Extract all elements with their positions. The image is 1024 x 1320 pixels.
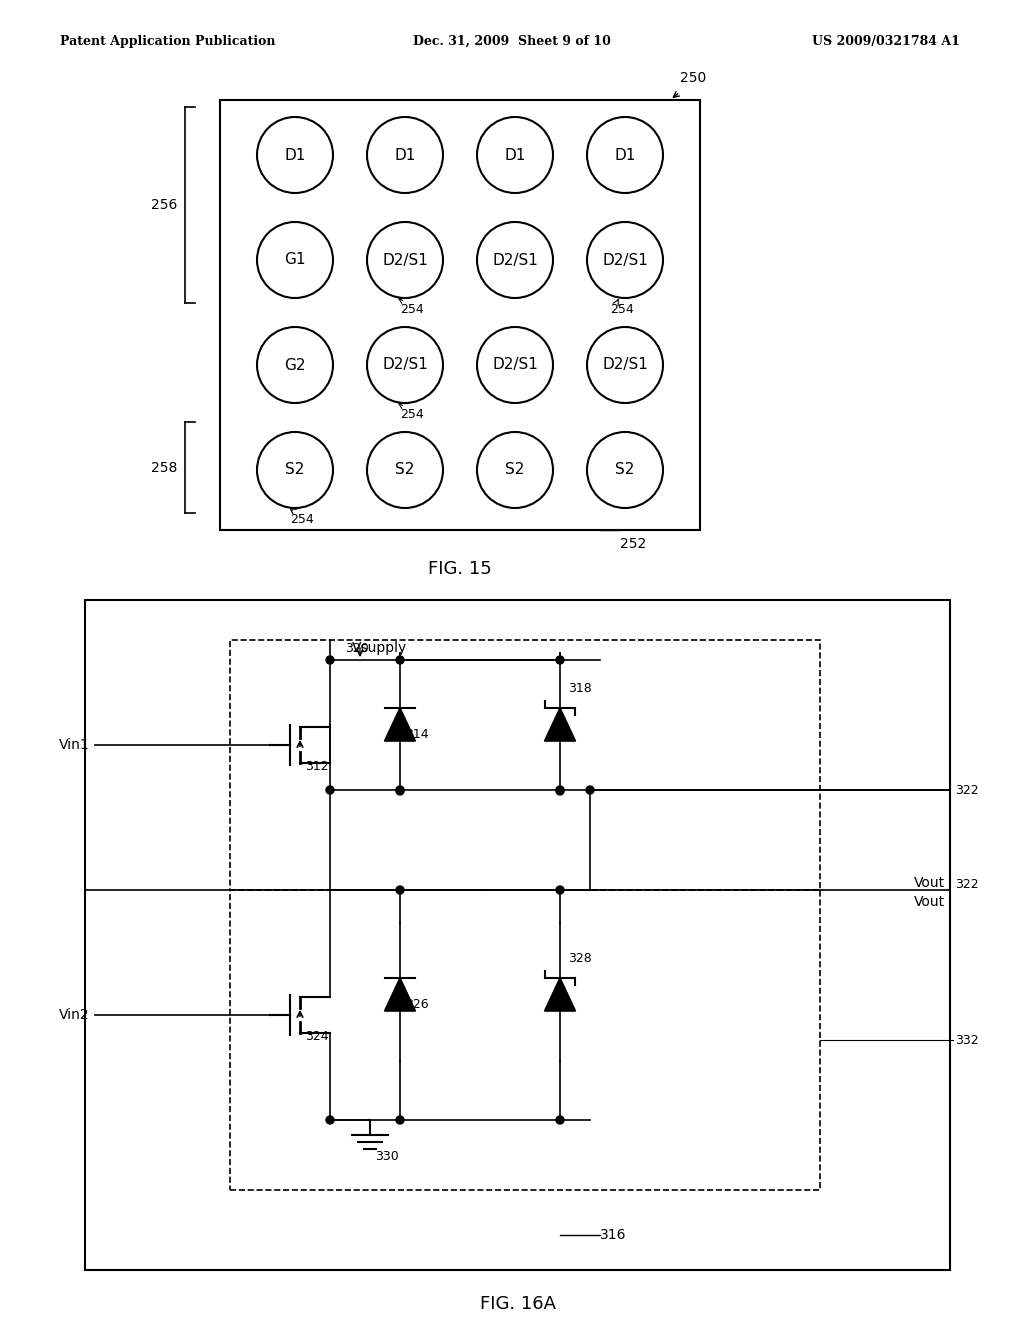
Circle shape: [556, 785, 564, 795]
Text: 322: 322: [955, 879, 979, 891]
Text: FIG. 15: FIG. 15: [428, 560, 492, 578]
Bar: [220, 100, 700, 531]
Text: Patent Application Publication: Patent Application Publication: [60, 36, 275, 48]
Polygon shape: [385, 708, 416, 741]
Text: 258: 258: [151, 461, 177, 474]
Polygon shape: [385, 978, 416, 1011]
Circle shape: [396, 787, 404, 795]
Text: 256: 256: [151, 198, 177, 213]
Text: D1: D1: [614, 148, 636, 162]
Text: 332: 332: [955, 1034, 979, 1047]
Text: D1: D1: [504, 148, 525, 162]
Text: G1: G1: [285, 252, 306, 268]
Circle shape: [326, 1115, 334, 1125]
Text: D2/S1: D2/S1: [382, 252, 428, 268]
Text: 254: 254: [610, 304, 634, 315]
Text: 314: 314: [406, 729, 429, 742]
Text: 312: 312: [305, 760, 329, 774]
Text: 324: 324: [305, 1030, 329, 1043]
Text: FIG. 16A: FIG. 16A: [479, 1295, 555, 1313]
Circle shape: [586, 785, 594, 795]
Text: G2: G2: [285, 358, 306, 372]
Text: 254: 254: [290, 513, 313, 525]
Circle shape: [556, 886, 564, 894]
Text: Vin1: Vin1: [59, 738, 90, 752]
Text: 254: 254: [400, 408, 424, 421]
Text: Vin2: Vin2: [59, 1008, 90, 1022]
Text: D2/S1: D2/S1: [602, 252, 648, 268]
Circle shape: [326, 656, 334, 664]
Bar: [85, 601, 950, 1270]
Text: 322: 322: [955, 784, 979, 796]
Text: D2/S1: D2/S1: [493, 252, 538, 268]
Text: S2: S2: [395, 462, 415, 478]
Text: D2/S1: D2/S1: [493, 358, 538, 372]
Text: 250: 250: [680, 71, 707, 84]
Text: 330: 330: [375, 1150, 398, 1163]
Text: D1: D1: [394, 148, 416, 162]
Circle shape: [556, 787, 564, 795]
Circle shape: [396, 656, 404, 664]
Circle shape: [396, 886, 404, 894]
Polygon shape: [545, 708, 575, 741]
Text: 316: 316: [600, 1228, 627, 1242]
Polygon shape: [545, 978, 575, 1011]
Circle shape: [556, 656, 564, 664]
Text: 328: 328: [568, 952, 592, 965]
Text: S2: S2: [505, 462, 524, 478]
Circle shape: [396, 785, 404, 795]
Text: Vout: Vout: [913, 895, 945, 909]
Circle shape: [396, 1115, 404, 1125]
Text: 320: 320: [345, 642, 369, 655]
Text: 318: 318: [568, 681, 592, 694]
Circle shape: [326, 785, 334, 795]
Text: 252: 252: [620, 537, 646, 550]
Text: S2: S2: [286, 462, 305, 478]
Text: Dec. 31, 2009  Sheet 9 of 10: Dec. 31, 2009 Sheet 9 of 10: [413, 36, 611, 48]
Text: S2: S2: [615, 462, 635, 478]
Circle shape: [556, 1115, 564, 1125]
Text: Vout: Vout: [913, 876, 945, 890]
Text: D1: D1: [285, 148, 306, 162]
Text: 326: 326: [406, 998, 429, 1011]
Text: 254: 254: [400, 304, 424, 315]
Text: D2/S1: D2/S1: [382, 358, 428, 372]
Text: Vsupply: Vsupply: [352, 642, 408, 655]
Text: US 2009/0321784 A1: US 2009/0321784 A1: [812, 36, 961, 48]
Text: D2/S1: D2/S1: [602, 358, 648, 372]
